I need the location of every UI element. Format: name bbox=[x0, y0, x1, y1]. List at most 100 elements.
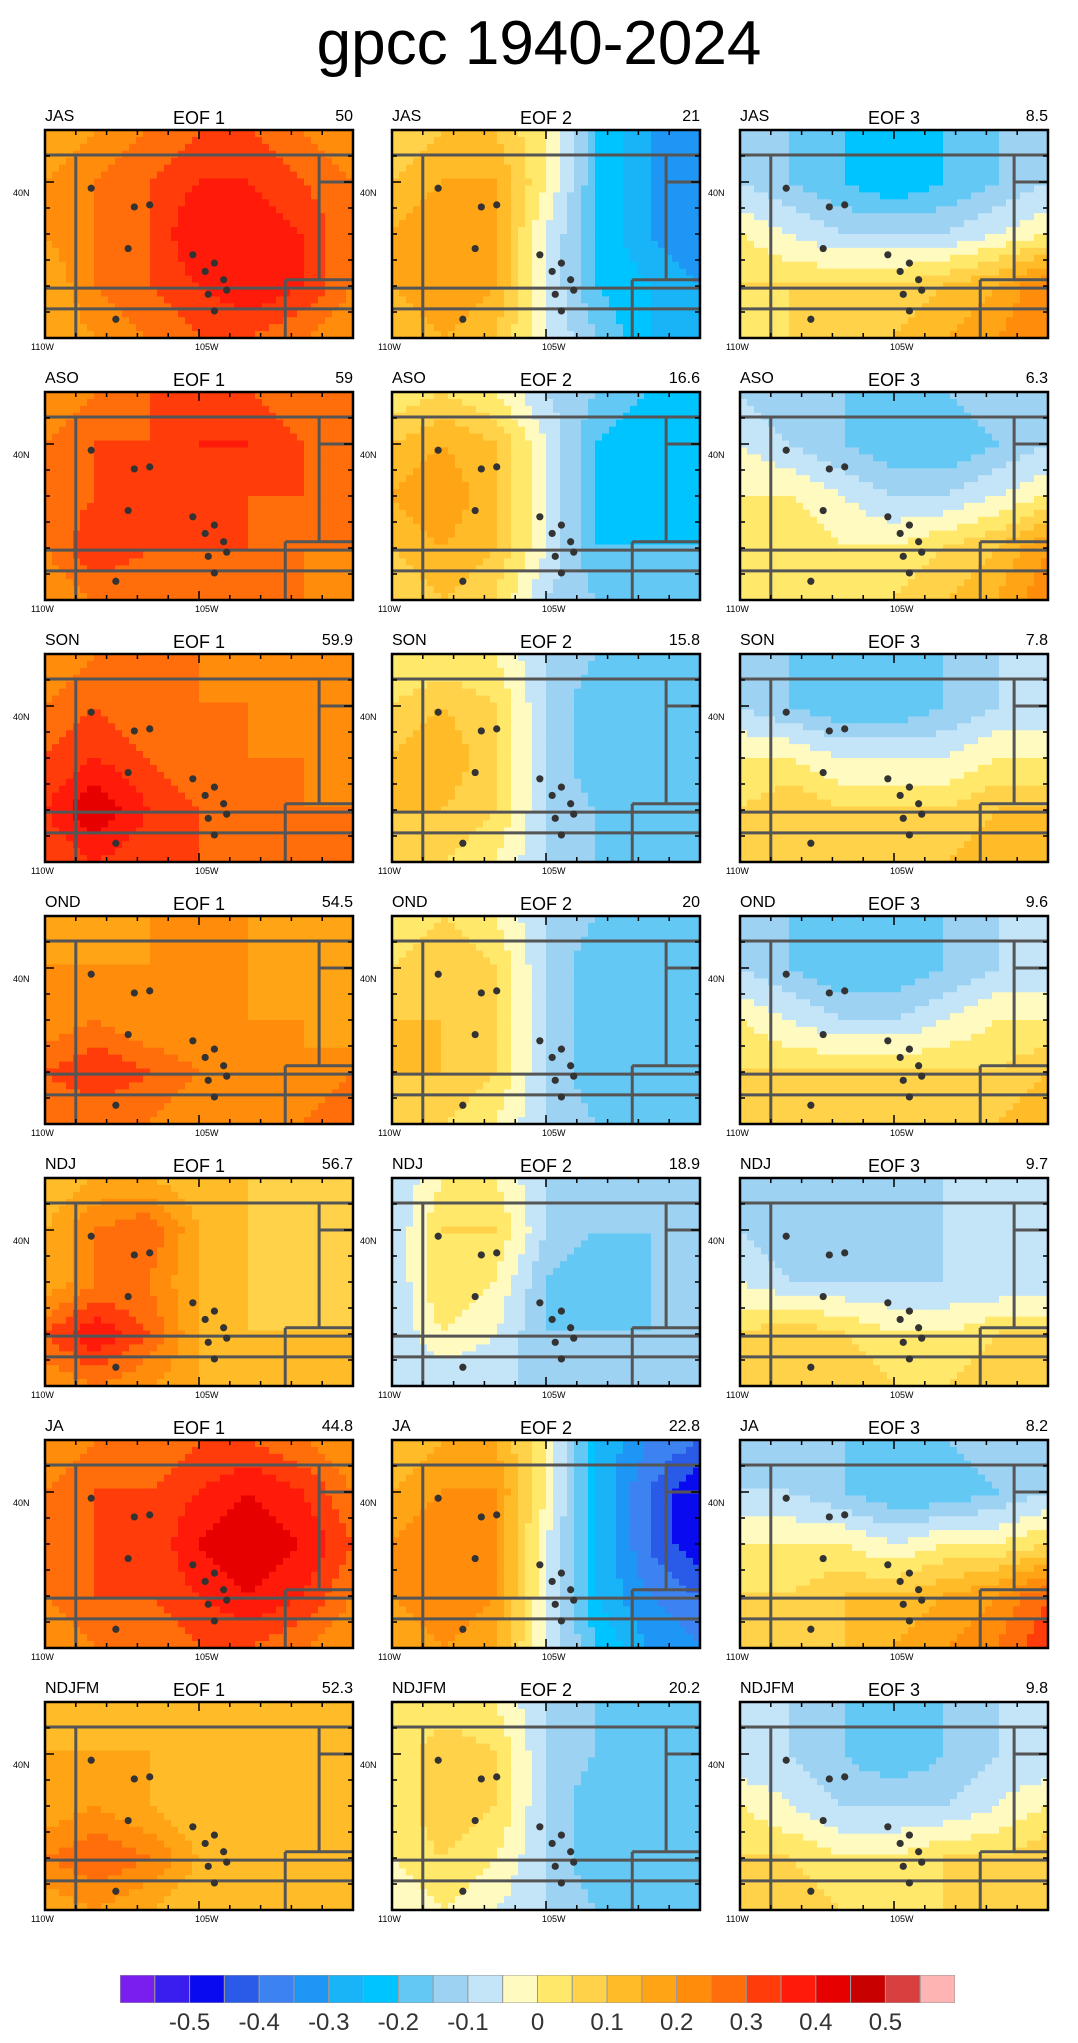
field-cell bbox=[796, 303, 804, 311]
field-cell bbox=[539, 240, 547, 249]
field-cell bbox=[66, 392, 74, 400]
field-cell bbox=[52, 296, 60, 304]
field-cell bbox=[985, 206, 993, 214]
field-cell bbox=[290, 143, 298, 152]
field-cell bbox=[532, 130, 540, 138]
field-cell bbox=[304, 240, 312, 249]
field-cell bbox=[504, 192, 512, 200]
field-cell bbox=[539, 220, 547, 228]
field-cell bbox=[588, 234, 596, 242]
field-cell bbox=[637, 164, 645, 173]
field-cell bbox=[637, 171, 645, 180]
field-cell bbox=[241, 268, 249, 277]
field-cell bbox=[761, 143, 769, 152]
field-cell bbox=[276, 475, 284, 483]
field-cell bbox=[115, 220, 123, 228]
field-cell bbox=[560, 289, 568, 297]
field-cell bbox=[803, 268, 811, 277]
field-cell bbox=[122, 136, 130, 145]
field-cell bbox=[630, 268, 638, 277]
field-cell bbox=[630, 171, 638, 180]
field-cell bbox=[971, 130, 979, 138]
field-cell bbox=[115, 199, 123, 207]
field-cell bbox=[178, 502, 186, 511]
field-cell bbox=[476, 268, 484, 277]
field-cell bbox=[852, 227, 860, 235]
field-cell bbox=[297, 419, 305, 428]
field-cell bbox=[894, 220, 902, 228]
station-point bbox=[434, 184, 442, 192]
field-cell bbox=[1013, 268, 1021, 277]
field-cell bbox=[59, 143, 67, 152]
field-cell bbox=[859, 171, 867, 180]
field-cell bbox=[178, 392, 186, 400]
field-cell bbox=[143, 227, 151, 235]
field-cell bbox=[908, 234, 916, 242]
field-cell bbox=[630, 178, 638, 187]
variance-percent: 8.5 bbox=[1026, 108, 1048, 126]
field-cell bbox=[283, 426, 291, 435]
field-cell bbox=[290, 282, 298, 291]
field-cell bbox=[693, 227, 701, 235]
field-cell bbox=[346, 447, 354, 455]
field-cell bbox=[497, 136, 505, 145]
field-cell bbox=[346, 303, 354, 311]
field-cell bbox=[346, 502, 354, 511]
field-cell bbox=[511, 143, 519, 152]
field-cell bbox=[616, 130, 624, 138]
field-cell bbox=[595, 240, 603, 249]
field-cell bbox=[504, 289, 512, 297]
field-cell bbox=[262, 261, 270, 270]
field-cell bbox=[171, 468, 179, 476]
field-cell bbox=[761, 282, 769, 291]
field-cell bbox=[497, 234, 505, 242]
field-cell bbox=[339, 475, 347, 483]
field-cell bbox=[511, 178, 519, 187]
field-cell bbox=[658, 289, 666, 297]
field-cell bbox=[824, 254, 832, 263]
field-cell bbox=[630, 130, 638, 138]
field-cell bbox=[234, 440, 242, 449]
field-cell bbox=[399, 220, 407, 228]
field-cell bbox=[796, 317, 804, 325]
field-cell bbox=[553, 192, 561, 200]
field-cell bbox=[304, 426, 312, 435]
field-cell bbox=[101, 220, 109, 228]
field-cell bbox=[476, 227, 484, 235]
field-cell bbox=[276, 289, 284, 297]
field-cell bbox=[560, 178, 568, 187]
field-cell bbox=[332, 489, 340, 497]
field-cell bbox=[241, 192, 249, 200]
field-cell bbox=[311, 509, 319, 518]
field-cell bbox=[539, 303, 547, 311]
field-cell bbox=[665, 317, 673, 325]
field-cell bbox=[392, 261, 400, 270]
field-cell bbox=[297, 199, 305, 207]
field-cell bbox=[392, 331, 400, 339]
field-cell bbox=[157, 227, 165, 235]
field-cell bbox=[964, 227, 972, 235]
field-cell bbox=[427, 220, 435, 228]
field-cell bbox=[213, 398, 221, 407]
field-cell bbox=[66, 178, 74, 187]
field-cell bbox=[602, 213, 610, 221]
field-cell bbox=[574, 171, 582, 180]
field-cell bbox=[880, 206, 888, 214]
field-cell bbox=[434, 227, 442, 235]
field-cell bbox=[304, 206, 312, 214]
field-cell bbox=[672, 268, 680, 277]
field-cell bbox=[817, 310, 825, 318]
field-cell bbox=[679, 130, 687, 138]
field-cell bbox=[304, 405, 312, 414]
lat-tick-label: 40N bbox=[360, 188, 377, 198]
field-cell bbox=[595, 282, 603, 291]
field-cell bbox=[311, 247, 319, 256]
field-cell bbox=[595, 289, 603, 297]
field-cell bbox=[525, 247, 533, 256]
field-cell bbox=[283, 268, 291, 277]
field-cell bbox=[129, 509, 137, 518]
field-cell bbox=[171, 317, 179, 325]
field-cell bbox=[164, 461, 172, 469]
field-cell bbox=[754, 310, 762, 318]
field-cell bbox=[150, 240, 158, 249]
